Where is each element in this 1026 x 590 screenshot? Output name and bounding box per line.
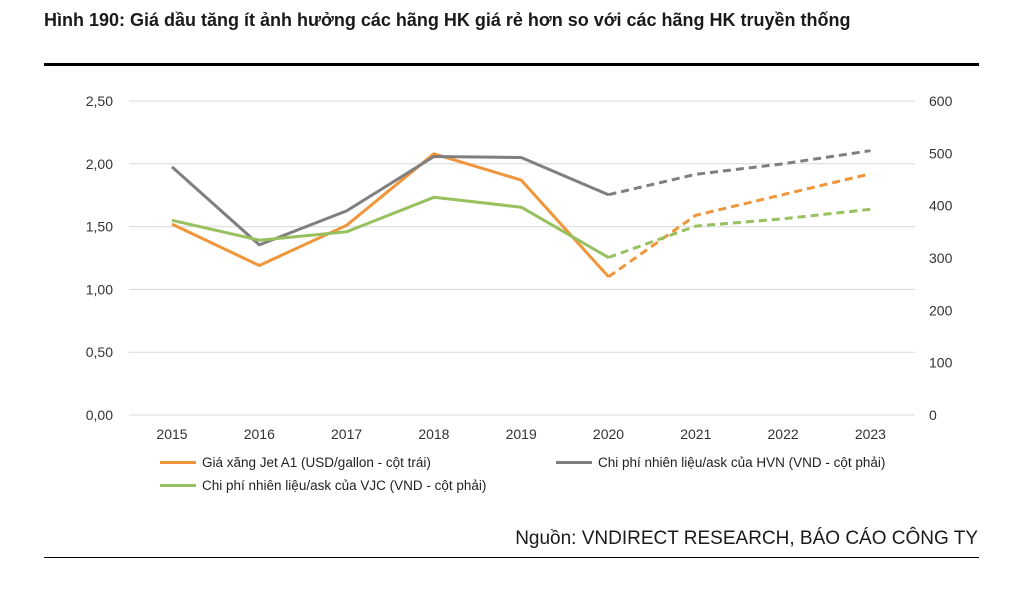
series-line-actual-1 bbox=[171, 155, 610, 247]
left-axis-tick: 2,00 bbox=[86, 156, 113, 172]
x-axis-ticks: 2015 2016 2017 2018 2019 2020 2021 2022 2023 bbox=[156, 426, 886, 442]
right-axis-tick: 100 bbox=[929, 355, 953, 371]
right-axis-tick: 300 bbox=[929, 250, 953, 266]
bottom-divider bbox=[44, 557, 979, 558]
left-axis-tick: 0,50 bbox=[86, 344, 113, 360]
right-axis-tick: 200 bbox=[929, 302, 953, 318]
right-axis-tick: 600 bbox=[929, 93, 953, 109]
left-axis-tick: 2,50 bbox=[86, 93, 113, 109]
right-axis-tick: 0 bbox=[929, 407, 937, 423]
left-axis-tick: 1,00 bbox=[86, 281, 113, 297]
x-axis-tick: 2022 bbox=[768, 426, 799, 442]
x-axis-tick: 2017 bbox=[331, 426, 362, 442]
right-axis-ticks: 0 100 200 300 400 500 600 bbox=[929, 93, 953, 423]
title-divider bbox=[44, 63, 979, 66]
source-note: Nguồn: VNDIRECT RESEARCH, BÁO CÁO CÔNG T… bbox=[515, 528, 978, 549]
figure-title: Hình 190: Giá dầu tăng ít ảnh hưởng các … bbox=[44, 10, 851, 30]
series-lines bbox=[171, 149, 871, 279]
x-axis-tick: 2015 bbox=[156, 426, 187, 442]
series-line-actual-0 bbox=[171, 152, 610, 278]
right-axis-tick: 500 bbox=[929, 145, 953, 161]
series-line-forecast-1 bbox=[608, 149, 871, 197]
x-axis-tick: 2020 bbox=[593, 426, 624, 442]
gridlines bbox=[129, 100, 915, 416]
series-line-forecast-0 bbox=[607, 172, 871, 279]
x-axis-tick: 2021 bbox=[680, 426, 711, 442]
right-axis-tick: 400 bbox=[929, 198, 953, 214]
x-axis-tick: 2019 bbox=[506, 426, 537, 442]
series-line-forecast-2 bbox=[607, 207, 871, 259]
x-axis-tick: 2016 bbox=[244, 426, 275, 442]
x-axis-tick: 2018 bbox=[418, 426, 449, 442]
left-axis-tick: 1,50 bbox=[86, 219, 113, 235]
x-axis-tick: 2023 bbox=[855, 426, 886, 442]
series-line-actual-2 bbox=[171, 195, 610, 259]
left-axis-ticks: 0,00 0,50 1,00 1,50 2,00 2,50 bbox=[86, 93, 113, 423]
left-axis-tick: 0,00 bbox=[86, 407, 113, 423]
